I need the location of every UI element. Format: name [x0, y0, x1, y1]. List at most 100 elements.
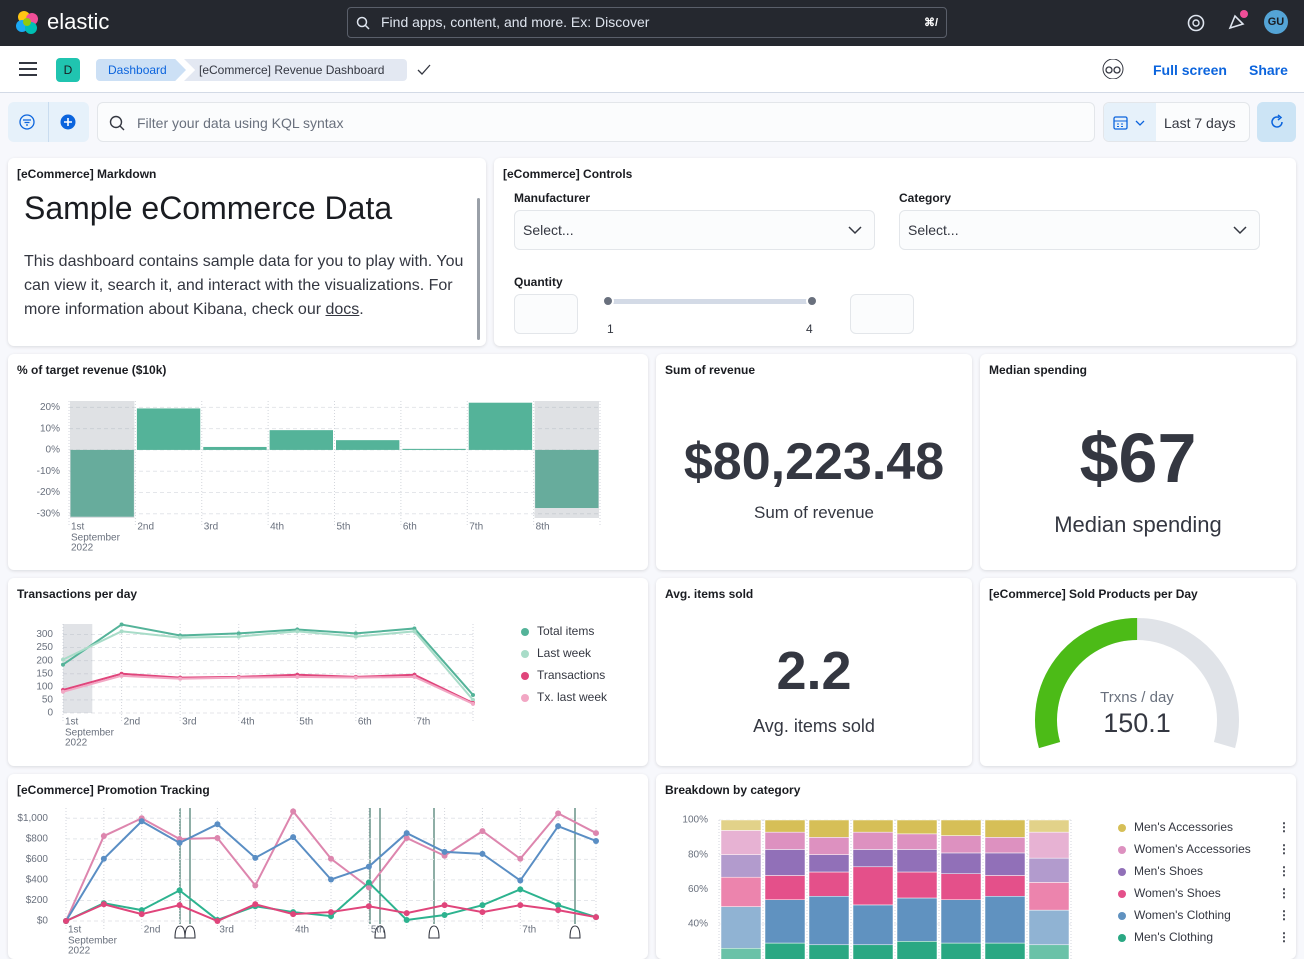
point — [412, 626, 417, 631]
kql-input[interactable]: Filter your data using KQL syntax — [97, 102, 1095, 142]
refresh-button[interactable] — [1257, 102, 1296, 142]
x-tick-label: 2nd — [137, 522, 154, 533]
range-thumb[interactable] — [806, 295, 818, 307]
range-min-input[interactable] — [514, 294, 578, 334]
menu-icon[interactable] — [19, 62, 37, 76]
add-filter-icon[interactable] — [60, 114, 76, 130]
point — [365, 879, 372, 886]
x-sublabel: 2022 — [71, 543, 94, 554]
x-sublabel: 2022 — [65, 738, 88, 749]
metric-label: Avg. items sold — [753, 716, 875, 736]
share-link[interactable]: Share — [1249, 62, 1288, 78]
point — [138, 818, 145, 825]
bar — [269, 430, 333, 450]
logo — [16, 11, 38, 34]
metric-value: 2.2 — [776, 641, 852, 701]
y-tick-label: 60% — [688, 884, 708, 895]
bar-segment — [764, 819, 806, 833]
bar-segment — [808, 854, 850, 873]
x-tick-label: 6th — [358, 717, 372, 728]
x-sublabel: 2022 — [68, 946, 91, 957]
bar-segment — [940, 835, 982, 854]
legend-swatch — [521, 672, 529, 680]
chart-panel: -30% -20% -10% 0% 10% 20% 1st September 2022 2nd 3… — [8, 354, 648, 570]
space-badge[interactable]: D — [56, 58, 80, 82]
y-tick-label: 20% — [40, 402, 60, 413]
bar-segment — [940, 873, 982, 900]
point — [328, 909, 334, 916]
help-icon[interactable] — [1185, 12, 1207, 34]
y-tick-label: $400 — [26, 875, 49, 886]
brand: elastic — [47, 9, 110, 34]
bar-segment — [1028, 909, 1070, 946]
bell-icon[interactable] — [428, 925, 440, 939]
legend-swatch — [521, 694, 529, 702]
glasses-icon[interactable] — [1101, 59, 1125, 79]
bell-icon[interactable] — [184, 925, 196, 939]
news-icon[interactable] — [1225, 8, 1251, 34]
gauge-value — [1035, 618, 1138, 749]
gauge-number: 150.1 — [1103, 708, 1171, 738]
range-max-input[interactable] — [850, 294, 914, 334]
x-tick-label: 3rd — [219, 925, 233, 936]
legend-swatch — [1118, 912, 1126, 920]
full-screen-link[interactable]: Full screen — [1153, 62, 1227, 78]
point — [290, 808, 297, 815]
point — [353, 631, 358, 636]
select[interactable]: Select... — [899, 210, 1260, 250]
x-tick-label: 8th — [536, 522, 550, 533]
y-tick-label: $800 — [26, 833, 49, 844]
kql-placeholder: Filter your data using KQL syntax — [137, 115, 344, 131]
bell-icon[interactable] — [174, 925, 186, 939]
point — [441, 848, 448, 855]
global-search[interactable]: Find apps, content, and more. Ex: Discov… — [347, 7, 947, 38]
legend-label: Women's Accessories — [1134, 842, 1251, 856]
annotation-icons — [174, 925, 581, 939]
point — [290, 911, 297, 918]
breadcrumb[interactable]: Dashboard — [96, 59, 186, 81]
point — [328, 876, 334, 883]
bell-icon[interactable] — [569, 925, 581, 939]
point — [63, 918, 69, 924]
chevron — [848, 226, 862, 235]
chart-panel: 40% 60% 80% 100% Men's Accessories ⋮ Women's A… — [656, 774, 1296, 959]
bar-segment — [1028, 831, 1070, 859]
line — [62, 672, 474, 704]
range-thumb[interactable] — [602, 295, 614, 307]
legend-label: Last week — [537, 646, 592, 660]
point — [119, 629, 124, 634]
bar-segment — [764, 875, 806, 900]
y-tick-label: 250 — [36, 642, 53, 653]
point — [328, 855, 334, 862]
refresh-icon — [1271, 114, 1283, 128]
docs-link[interactable]: docs — [325, 301, 360, 318]
point — [252, 882, 259, 889]
point — [61, 657, 65, 662]
search-placeholder: Find apps, content, and more. Ex: Discov… — [381, 14, 650, 30]
avatar[interactable]: GU — [1264, 10, 1288, 34]
search-icon — [356, 16, 370, 30]
markdown-panel: [eCommerce] Markdown Sample eCommerce Da… — [8, 158, 486, 346]
filter-icon[interactable] — [19, 114, 35, 130]
panel-title: Avg. items sold — [665, 587, 754, 601]
point — [61, 662, 65, 667]
time-range: Last 7 days — [1164, 115, 1236, 131]
bell-icon[interactable] — [374, 925, 386, 939]
point — [471, 692, 475, 697]
select[interactable]: Select... — [514, 210, 875, 250]
date-picker[interactable]: Last 7 days — [1103, 102, 1250, 142]
quick-menu[interactable] — [1104, 103, 1156, 141]
panel-title: Median spending — [989, 363, 1088, 377]
point — [517, 855, 524, 862]
bar-segment — [808, 819, 850, 838]
panel-title: Breakdown by category — [665, 783, 801, 797]
partial-bucket — [63, 624, 93, 713]
point — [236, 631, 241, 636]
chart-panel: $0 $200 $400 $600 $800 $1,000 1st September 2022… — [8, 774, 648, 959]
point — [365, 903, 372, 910]
y-tick-label: 300 — [36, 629, 53, 640]
point — [119, 622, 124, 627]
bar-segment — [1028, 819, 1070, 833]
